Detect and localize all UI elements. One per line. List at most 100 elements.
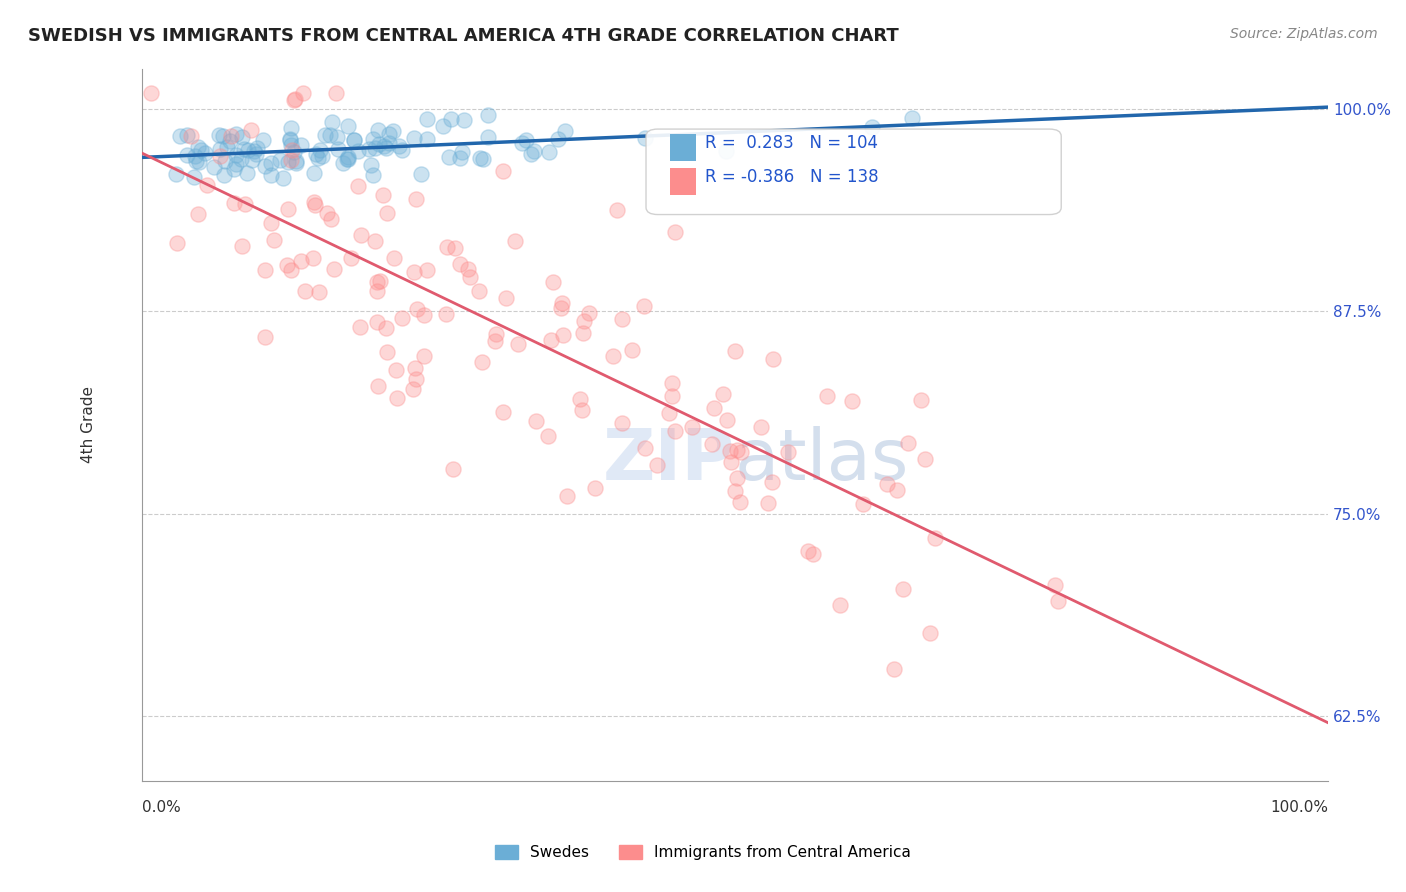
Point <box>661 389 683 403</box>
Point <box>280 138 302 153</box>
Point <box>405 372 427 386</box>
Point <box>254 159 277 173</box>
Point <box>337 150 360 164</box>
Point <box>434 307 457 321</box>
Point <box>325 130 347 145</box>
Point <box>319 128 342 142</box>
Point <box>187 206 209 220</box>
Point <box>550 301 572 315</box>
Point <box>436 240 458 254</box>
Point <box>920 626 942 640</box>
Point <box>776 445 799 459</box>
Point <box>336 120 359 134</box>
Point <box>569 392 592 407</box>
Point <box>924 531 946 545</box>
Point <box>495 291 517 305</box>
Point <box>388 139 411 153</box>
Point <box>470 151 492 165</box>
Point <box>460 269 482 284</box>
Point <box>756 496 779 510</box>
Point <box>231 130 253 145</box>
Point <box>440 112 463 127</box>
Point <box>432 120 454 134</box>
Point <box>225 157 247 171</box>
Point <box>503 234 526 248</box>
Point <box>578 305 600 319</box>
Point <box>236 144 259 158</box>
Point <box>280 133 302 147</box>
Point <box>208 149 231 163</box>
Point <box>718 444 741 458</box>
Point <box>254 329 277 343</box>
Point <box>276 258 298 272</box>
Point <box>245 141 267 155</box>
Point <box>830 598 852 612</box>
Point <box>664 225 686 239</box>
Point <box>361 132 384 146</box>
Point <box>291 86 314 100</box>
Point <box>252 133 274 147</box>
Point <box>411 167 433 181</box>
Point <box>860 120 883 134</box>
Point <box>363 168 385 182</box>
Point <box>188 155 211 169</box>
Point <box>314 128 336 142</box>
Text: SWEDISH VS IMMIGRANTS FROM CENTRAL AMERICA 4TH GRADE CORRELATION CHART: SWEDISH VS IMMIGRANTS FROM CENTRAL AMERI… <box>28 27 898 45</box>
Point <box>165 167 187 181</box>
Point <box>371 188 394 202</box>
Point <box>453 113 475 128</box>
Point <box>231 152 253 166</box>
Point <box>658 406 681 420</box>
Point <box>610 311 633 326</box>
Point <box>373 139 395 153</box>
Point <box>208 142 231 156</box>
Point <box>308 285 330 300</box>
Point <box>551 296 574 310</box>
Point <box>187 140 209 154</box>
Point <box>239 123 262 137</box>
Point <box>416 112 439 127</box>
Point <box>413 349 436 363</box>
Point <box>555 489 578 503</box>
Point <box>323 262 346 277</box>
Text: ZIP: ZIP <box>603 425 735 495</box>
Point <box>349 227 371 242</box>
Point <box>484 326 506 341</box>
Point <box>321 211 343 226</box>
Point <box>891 582 914 596</box>
Point <box>730 444 752 458</box>
Point <box>724 483 747 498</box>
Point <box>183 170 205 185</box>
Point <box>700 436 723 450</box>
Point <box>620 343 643 358</box>
Point <box>225 148 247 162</box>
Point <box>382 251 405 265</box>
Point <box>730 494 752 508</box>
Point <box>278 132 301 146</box>
Point <box>277 155 299 169</box>
Point <box>391 311 413 326</box>
Point <box>212 168 235 182</box>
Point <box>583 481 606 495</box>
Point <box>284 92 307 106</box>
Point <box>391 143 413 157</box>
Point <box>716 144 738 158</box>
Point <box>645 458 668 472</box>
Point <box>190 143 212 157</box>
Point <box>910 393 932 408</box>
Point <box>169 128 191 143</box>
Point <box>166 236 188 251</box>
Point <box>242 144 264 158</box>
Point <box>316 206 339 220</box>
Legend: Swedes, Immigrants from Central America: Swedes, Immigrants from Central America <box>488 839 918 866</box>
Point <box>572 326 595 340</box>
Point <box>803 547 825 561</box>
Point <box>681 420 703 434</box>
Point <box>484 334 506 348</box>
Point <box>749 420 772 434</box>
Text: R = -0.386   N = 138: R = -0.386 N = 138 <box>706 168 879 186</box>
Point <box>541 275 564 289</box>
Point <box>302 166 325 180</box>
Point <box>523 145 546 159</box>
Point <box>195 178 218 193</box>
